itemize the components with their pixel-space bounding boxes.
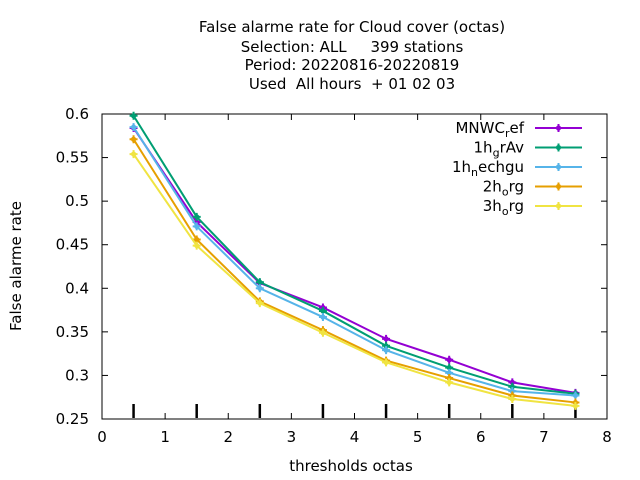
legend-item: 1hnechgu bbox=[452, 158, 582, 179]
legend-item: 1hgrAv bbox=[474, 139, 582, 160]
x-tick-label: 8 bbox=[602, 428, 612, 446]
data-point-dot bbox=[194, 236, 200, 243]
x-tick-label: 7 bbox=[539, 428, 549, 446]
data-point-dot bbox=[572, 403, 579, 409]
data-point-dot bbox=[383, 359, 389, 365]
legend-marker-dot bbox=[555, 164, 562, 170]
series-group bbox=[129, 111, 580, 410]
plot-frame bbox=[101, 113, 608, 420]
data-point-dot bbox=[320, 314, 326, 320]
x-tick-label: 4 bbox=[350, 428, 360, 446]
y-tick-label: 0.4 bbox=[65, 279, 89, 297]
title-line-3: Period: 20220816-20220819 bbox=[245, 56, 460, 74]
x-tick-label: 6 bbox=[476, 428, 486, 446]
title-line-2: Selection: ALL 399 stations bbox=[241, 38, 464, 56]
data-point-dot bbox=[130, 124, 137, 130]
data-point-dot bbox=[446, 375, 452, 381]
data-point-dot bbox=[257, 279, 263, 285]
y-tick-label: 0.25 bbox=[56, 410, 89, 428]
data-point-dot bbox=[509, 396, 515, 402]
x-axis-title: thresholds octas bbox=[289, 457, 413, 475]
data-point-dot bbox=[572, 392, 579, 399]
data-point-dot bbox=[320, 330, 326, 336]
chart-title: False alarme rate for Cloud cover (octas… bbox=[199, 18, 505, 93]
series-line-1 bbox=[132, 127, 576, 394]
y-tick-label: 0.55 bbox=[56, 149, 89, 167]
legend-item: MNWCref bbox=[455, 119, 582, 140]
x-tick-label: 3 bbox=[287, 428, 297, 446]
data-point-dot bbox=[383, 343, 389, 349]
title-line-1: False alarme rate for Cloud cover (octas… bbox=[199, 18, 505, 36]
y-axis: 0.25 0.3 0.35 0.4 0.45 0.5 0.55 0.6 bbox=[56, 105, 607, 428]
x-tick-label: 2 bbox=[223, 428, 233, 446]
y-axis-title: False alarme rate bbox=[7, 201, 25, 331]
data-point-dot bbox=[194, 242, 200, 249]
data-point-dot bbox=[383, 336, 389, 342]
legend-marker-dot bbox=[555, 203, 562, 209]
data-point-dot bbox=[383, 347, 389, 353]
series-line-4 bbox=[132, 138, 576, 404]
series-line-5 bbox=[132, 153, 576, 407]
legend-marker-dot bbox=[555, 144, 562, 151]
data-point-dot bbox=[130, 151, 137, 157]
series-line-3 bbox=[132, 126, 576, 397]
data-point-dot bbox=[257, 285, 263, 291]
legend-marker-dot bbox=[555, 183, 562, 190]
data-point-dot bbox=[130, 136, 137, 142]
y-tick-label: 0.35 bbox=[56, 323, 89, 341]
y-tick-label: 0.45 bbox=[56, 236, 89, 254]
data-point-dot bbox=[130, 113, 137, 119]
threshold-markers bbox=[132, 404, 577, 418]
y-tick-label: 0.3 bbox=[65, 366, 89, 384]
title-line-4: Used All hours + 01 02 03 bbox=[249, 75, 455, 93]
data-point-dot bbox=[509, 384, 515, 390]
data-point-dot bbox=[509, 379, 515, 385]
data-point-dot bbox=[320, 308, 326, 314]
legend-label: 1hnechgu bbox=[452, 158, 524, 179]
data-point-dot bbox=[194, 223, 200, 230]
legend-label: 3horg bbox=[483, 197, 524, 218]
legend-item: 3horg bbox=[483, 197, 582, 218]
data-point-dot bbox=[446, 357, 452, 363]
y-tick-label: 0.6 bbox=[65, 105, 89, 123]
data-point-dot bbox=[194, 214, 200, 220]
series-line-2 bbox=[132, 115, 576, 395]
legend-item: 2horg bbox=[483, 178, 582, 199]
y-tick-label: 0.5 bbox=[65, 192, 89, 210]
legend-marker-dot bbox=[555, 125, 562, 131]
legend-label: 2horg bbox=[483, 178, 524, 199]
data-point-dot bbox=[446, 370, 452, 376]
x-tick-label: 1 bbox=[160, 428, 170, 446]
data-point-dot bbox=[446, 379, 452, 385]
x-axis: 0 1 2 3 4 5 6 7 8 bbox=[97, 114, 612, 446]
data-point-dot bbox=[257, 300, 263, 306]
x-tick-label: 5 bbox=[413, 428, 423, 446]
data-point-dot bbox=[509, 388, 515, 394]
x-tick-label: 0 bbox=[97, 428, 107, 446]
legend-label: 1hgrAv bbox=[474, 139, 525, 160]
legend-label: MNWCref bbox=[455, 119, 524, 140]
data-point-dot bbox=[446, 364, 452, 371]
